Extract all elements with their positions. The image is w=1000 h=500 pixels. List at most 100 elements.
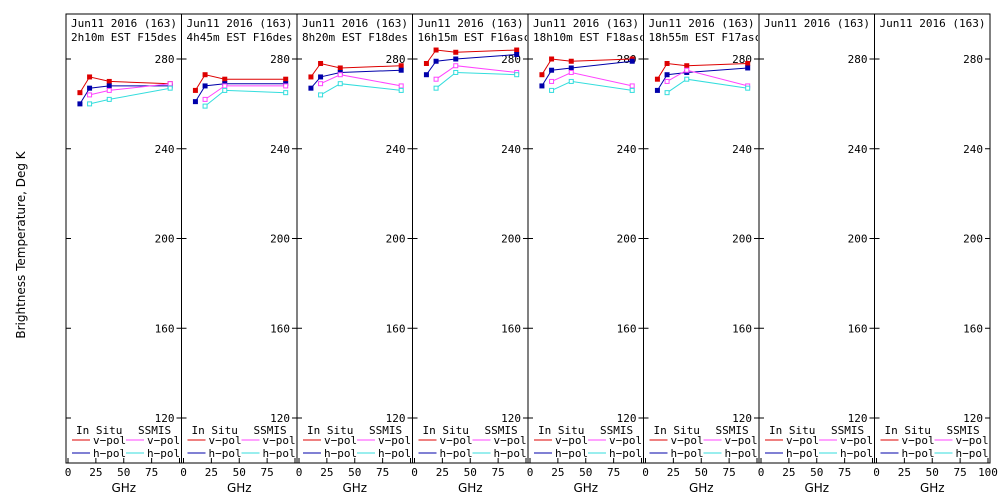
x-tick-label: 75 (723, 466, 736, 479)
y-tick-label: 160 (963, 322, 983, 335)
data-point-insitu_v (514, 47, 520, 53)
panel-title-date: Jun11 2016 (163) (302, 17, 408, 30)
panel-2: Jun11 2016 (163)4h45m EST F16des 120 160 20… (180, 13, 298, 495)
y-tick-label: 120 (155, 412, 175, 425)
data-point-ssmis_v (433, 76, 439, 82)
data-point-insitu_v (423, 60, 429, 66)
series-line-insitu_v (656, 62, 748, 80)
data-point-insitu_v (222, 76, 228, 82)
legend-label-ssmis_v: v−pol (494, 434, 527, 447)
legend-label-ssmis_h: h−pol (147, 447, 180, 460)
legend-label-insitu_v: v−pol (555, 434, 588, 447)
data-point-insitu_h (433, 58, 439, 64)
x-tick-label: 0 (65, 466, 72, 479)
y-tick-label: 280 (386, 53, 406, 66)
y-tick-label: 280 (848, 53, 868, 66)
y-tick-label: 120 (617, 412, 637, 425)
data-point-insitu_h (664, 72, 670, 78)
legend-label-insitu_v: v−pol (440, 434, 473, 447)
panel-4: Jun11 2016 (163)16h15m EST F16asc 120 160 2… (411, 13, 529, 495)
data-point-insitu_h (514, 52, 520, 58)
data-point-insitu_h (192, 99, 198, 105)
legend-label-ssmis_v: v−pol (609, 434, 642, 447)
x-axis-label: GHz (111, 481, 136, 495)
data-point-insitu_v (549, 56, 555, 62)
y-tick-label: 200 (963, 233, 983, 246)
y-tick-label: 200 (386, 233, 406, 246)
series-line-insitu_v (194, 74, 286, 91)
x-tick-label: 25 (898, 466, 911, 479)
x-tick-label: 50 (117, 466, 130, 479)
panels-group: Jun11 2016 (163)2h10m EST F15des12016020… (65, 13, 998, 495)
legend-label-insitu_h: h−pol (440, 447, 473, 460)
panel-title-time: 2h10m EST F15des (71, 31, 177, 44)
data-point-insitu_h (568, 65, 574, 71)
data-point-insitu_v (106, 78, 112, 84)
panel-5: Jun11 2016 (163)18h10m EST F18asc 120 160 2… (527, 13, 644, 495)
data-point-ssmis_v (87, 92, 93, 98)
y-tick-label: 240 (386, 143, 406, 156)
legend-label-ssmis_v: v−pol (840, 434, 873, 447)
data-point-ssmis_v (549, 78, 555, 84)
legend-label-insitu_v: v−pol (209, 434, 242, 447)
panel-title-date: Jun11 2016 (163) (533, 17, 639, 30)
data-point-ssmis_v (629, 83, 635, 89)
data-point-insitu_v (664, 60, 670, 66)
data-point-ssmis_v (664, 78, 670, 84)
data-point-insitu_h (77, 101, 83, 107)
series-line-insitu_v (79, 76, 171, 93)
x-tick-label: 25 (551, 466, 564, 479)
data-point-ssmis_h (106, 96, 112, 102)
legend-label-ssmis_v: v−pol (725, 434, 758, 447)
x-tick-label: 50 (233, 466, 246, 479)
panel-title-date: Jun11 2016 (163) (71, 17, 177, 30)
legend-header-insitu: In Situ (538, 424, 584, 437)
legend-label-insitu_v: v−pol (902, 434, 935, 447)
legend-label-insitu_v: v−pol (786, 434, 819, 447)
y-tick-label: 120 (501, 412, 521, 425)
series-group (192, 72, 289, 109)
series-line-ssmis_v (435, 65, 517, 80)
data-point-insitu_h (539, 83, 545, 89)
data-point-insitu_v (202, 72, 208, 78)
legend-header-insitu: In Situ (423, 424, 469, 437)
series-line-ssmis_v (551, 71, 633, 87)
legend-header-ssmis: SSMIS (600, 424, 633, 437)
legend-header-ssmis: SSMIS (716, 424, 749, 437)
y-tick-label: 160 (270, 322, 290, 335)
series-line-insitu_v (310, 62, 402, 78)
data-point-ssmis_h (568, 78, 574, 84)
legend-header-insitu: In Situ (885, 424, 931, 437)
data-point-ssmis_v (398, 83, 404, 89)
series-group (423, 47, 520, 91)
data-point-insitu_v (87, 74, 93, 80)
y-tick-label: 240 (501, 143, 521, 156)
y-tick-label: 120 (270, 412, 290, 425)
data-point-ssmis_h (684, 76, 690, 82)
data-point-ssmis_v (337, 72, 343, 78)
series-line-ssmis_v (320, 74, 402, 87)
y-axis-label: Brightness Temperature, Deg K (14, 150, 28, 338)
y-tick-label: 120 (732, 412, 752, 425)
legend-label-ssmis_h: h−pol (725, 447, 758, 460)
data-point-insitu_h (629, 58, 635, 64)
data-point-ssmis_v (222, 83, 228, 89)
data-point-insitu_v (318, 60, 324, 66)
x-tick-label: 75 (376, 466, 389, 479)
data-point-insitu_h (398, 67, 404, 73)
x-tick-label: 50 (810, 466, 823, 479)
legend-label-ssmis_h: h−pol (378, 447, 411, 460)
legend-label-insitu_h: h−pol (786, 447, 819, 460)
panel-8: Jun11 2016 (163) 120 160 200 240 280 0 25 50 75 10… (873, 13, 998, 495)
y-tick-label: 200 (501, 233, 521, 246)
panel-title-date: Jun11 2016 (163) (764, 17, 870, 30)
x-tick-label: 50 (348, 466, 361, 479)
legend-label-ssmis_v: v−pol (263, 434, 296, 447)
y-tick-label: 240 (848, 143, 868, 156)
x-tick-label: 25 (667, 466, 680, 479)
data-point-insitu_v (568, 58, 574, 64)
